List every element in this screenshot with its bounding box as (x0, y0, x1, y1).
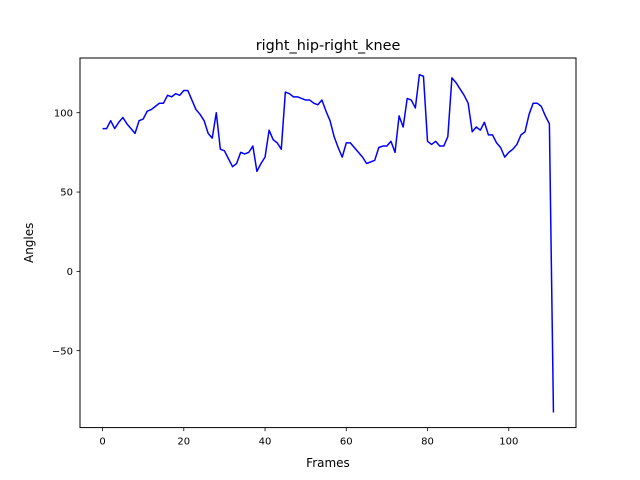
y-tick-label: −50 (52, 346, 73, 357)
y-axis-label: Angles (22, 223, 36, 263)
x-tick-label: 40 (259, 437, 272, 448)
y-tick-label: 100 (54, 108, 73, 119)
y-axis-ticks: −50 0 50 100 (52, 108, 80, 357)
x-axis-ticks: 0 20 40 60 80 100 (99, 427, 518, 448)
y-tick-label: 50 (60, 188, 73, 199)
plot-area (102, 73, 555, 413)
axes-frame (79, 57, 577, 429)
series-line (102, 73, 555, 413)
x-tick-label: 0 (99, 437, 105, 448)
x-axis-label: Frames (306, 456, 350, 470)
chart-title: right_hip-right_knee (256, 38, 401, 54)
x-tick-label: 80 (421, 437, 434, 448)
x-tick-label: 20 (177, 437, 190, 448)
y-tick-label: 0 (67, 267, 73, 278)
x-tick-label: 60 (340, 437, 353, 448)
x-tick-label: 100 (499, 437, 518, 448)
